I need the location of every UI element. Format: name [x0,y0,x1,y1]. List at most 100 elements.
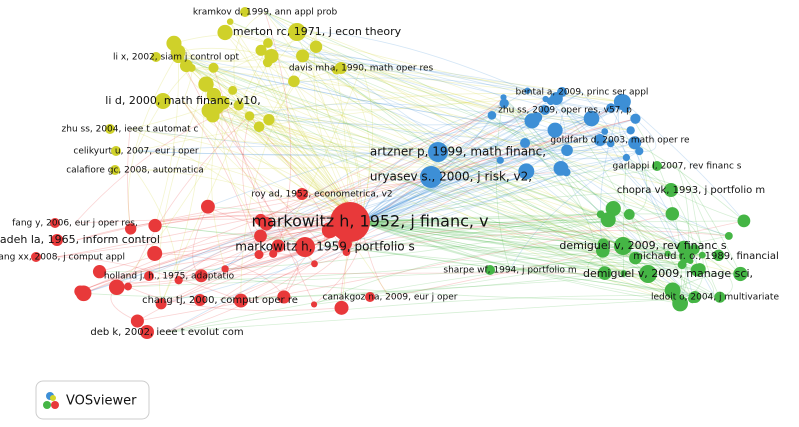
edge [155,225,644,249]
node [679,249,693,263]
edge [346,213,601,253]
node [342,248,351,257]
edge [224,32,452,178]
node-label: fang y, 2006, eur j oper res, [12,219,138,229]
node-label: huang xx, 2008, j comput appl [0,253,125,263]
node [296,49,310,63]
node [628,136,642,150]
edge [302,55,624,274]
node-label: davis mha, 1990, math oper res [289,64,434,74]
edge [242,115,261,237]
node [198,76,214,92]
edge [629,214,693,299]
node [606,103,616,113]
edge [155,225,693,297]
edge [260,114,493,221]
edge [260,50,361,223]
edge [212,115,673,291]
edge [260,235,741,275]
node [288,23,306,41]
node [561,144,573,157]
edge [127,115,250,287]
edge [267,42,626,109]
vosviewer-logo[interactable]: VOSviewer [35,380,150,420]
node [217,24,233,41]
node [179,59,193,73]
edge [359,91,583,223]
edge [359,131,605,223]
edge [249,115,331,231]
node [629,251,642,265]
edge [175,56,635,144]
edge [613,208,698,271]
edge [346,230,729,253]
node [737,214,751,228]
logo-dot [51,401,59,409]
edge [277,67,362,247]
edge [629,150,648,215]
node [144,271,154,281]
logo-dot [43,401,51,409]
edge [359,150,640,223]
edge [359,221,673,291]
edge [293,80,693,297]
node-label: markowitz h, 1959, portfolio s [235,240,414,254]
node-label: li d, 2000, math financ, v10, [105,94,260,107]
node-label: demiguel v, 2009, manage sci, [583,267,753,280]
edge [359,214,630,230]
edge [369,221,703,256]
edge [135,150,361,223]
edge [137,213,673,322]
edge [491,114,693,300]
node [148,218,162,233]
edge [690,189,721,298]
edge [359,221,677,299]
node-label: zhu ss, 2009, oper res, v57, p [498,106,632,116]
node [428,142,448,162]
edge [359,157,627,223]
edge [267,62,361,223]
node [606,139,615,148]
edge [273,253,299,298]
node [601,128,609,135]
edge [177,51,677,299]
node-label: calafiore gc, 2008, automatica [66,166,204,176]
node [635,147,644,156]
edge [359,114,493,223]
node [546,97,555,106]
edge [154,253,285,298]
edge [261,49,551,102]
node [712,249,725,262]
node [487,110,497,120]
edge [359,67,374,223]
node-label: artzner p, 1999, math financ, [370,145,546,159]
node [254,250,264,260]
node [140,325,154,339]
edge [267,61,627,158]
node-label: holland j. h., 1975, adaptatio [104,272,235,282]
edge [336,69,636,259]
edge [564,109,621,141]
node-label: zadeh la, 1965, inform control [0,233,160,246]
edge [135,145,459,153]
edge [79,221,361,292]
node [31,252,41,262]
edge [635,118,657,152]
node [92,265,107,279]
node [334,300,349,315]
edge [260,49,673,291]
node [233,100,244,111]
node-label: chang tj, 2000, comput oper re [142,295,298,306]
node-label: kramkov d, 1999, ann appl prob [193,8,338,18]
edge [302,55,504,98]
node [583,110,600,127]
node [233,293,248,308]
edge [509,150,640,271]
node [311,260,318,268]
node [614,237,632,255]
edge [268,119,533,126]
edge [359,221,719,256]
edge [500,149,568,161]
edge [79,253,274,292]
node [263,38,273,48]
